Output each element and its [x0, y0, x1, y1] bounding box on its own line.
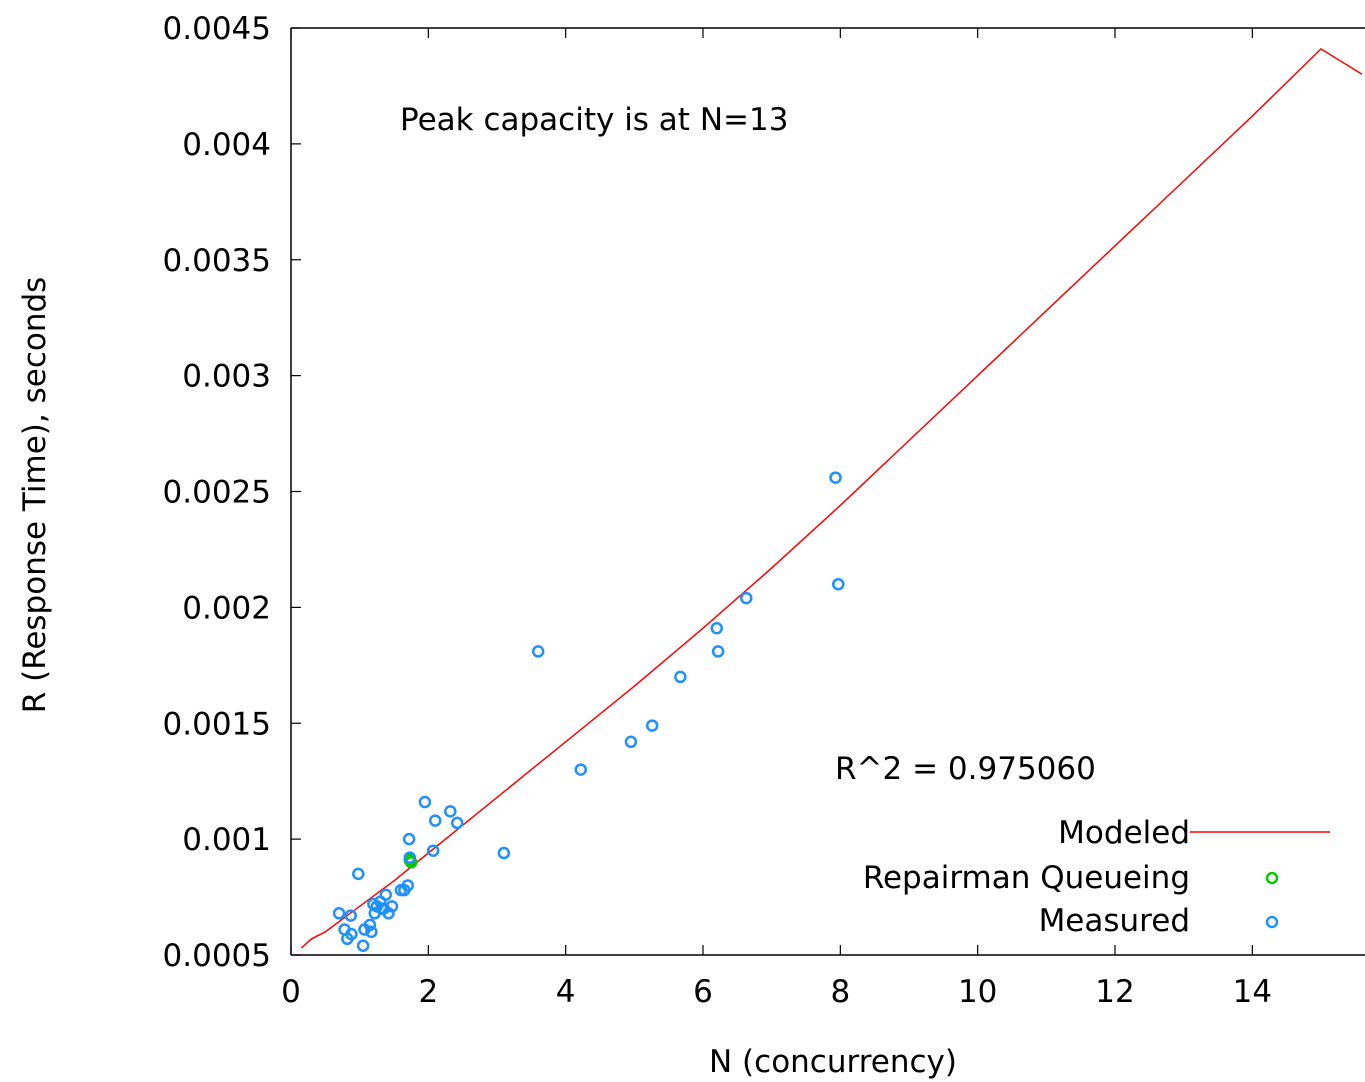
y-tick-label: 0.002	[182, 590, 271, 626]
r-squared-annotation: R^2 = 0.975060	[835, 751, 1096, 787]
legend-label-measured: Measured	[1039, 903, 1190, 939]
measured-point	[624, 735, 638, 749]
x-tick-label: 0	[281, 974, 301, 1010]
peak-capacity-annotation: Peak capacity is at N=13	[400, 102, 788, 138]
measured-point	[674, 670, 687, 684]
measured-point	[450, 816, 464, 830]
legend-swatch-repairman-queueing	[1265, 871, 1279, 885]
legend: Modeled Repairman Queueing Measured	[863, 815, 1330, 939]
y-tick-label: 0.004	[182, 127, 271, 163]
y-tick-label: 0.0035	[163, 243, 271, 279]
x-axis-title: N (concurrency)	[709, 1044, 957, 1080]
x-tick-label: 10	[958, 974, 997, 1010]
legend-label-repairman-queueing: Repairman Queueing	[863, 860, 1190, 896]
point-series	[332, 471, 845, 952]
measured-point	[740, 591, 753, 605]
measured-point	[574, 763, 588, 776]
y-tick-label: 0.0005	[163, 938, 271, 974]
measured-point	[379, 888, 393, 901]
measured-point	[365, 925, 378, 939]
measured-point	[344, 909, 357, 922]
x-tick-label: 8	[830, 974, 850, 1010]
measured-point	[832, 577, 845, 591]
measured-point	[356, 939, 370, 952]
measured-point	[531, 645, 545, 658]
y-tick-label: 0.003	[182, 359, 271, 395]
legend-label-modeled: Modeled	[1058, 815, 1190, 851]
modeled-line	[300, 47, 1363, 949]
measured-point	[497, 846, 511, 860]
axis-ticks: 0 2 4 6 8 10 12 14 0.0005 0.001 0.0015 0.002 0.0025 0…	[163, 11, 1273, 1010]
measured-point	[710, 621, 723, 635]
measured-point	[385, 900, 399, 913]
y-tick-label: 0.0025	[163, 475, 271, 511]
modeled-series	[300, 47, 1363, 949]
y-tick-label: 0.0045	[163, 11, 271, 47]
measured-point	[426, 844, 440, 857]
x-tick-label: 6	[693, 974, 713, 1010]
measured-point	[401, 879, 414, 892]
measured-point	[402, 832, 416, 846]
measured-point	[418, 795, 432, 809]
legend-swatch-measured	[1265, 915, 1279, 929]
measured-point	[352, 867, 365, 881]
measured-point	[711, 645, 725, 658]
measured-point	[332, 907, 346, 920]
x-tick-label: 2	[418, 974, 438, 1010]
y-axis-title: R (Response Time), seconds	[17, 277, 53, 714]
y-tick-label: 0.0015	[163, 706, 271, 742]
measured-point	[345, 927, 358, 941]
x-tick-label: 12	[1095, 974, 1134, 1010]
x-tick-label: 14	[1233, 974, 1272, 1010]
measured-point	[363, 918, 377, 932]
measured-point	[403, 851, 417, 864]
y-tick-label: 0.001	[182, 822, 271, 858]
measured-point	[444, 805, 457, 818]
measured-point	[645, 719, 659, 732]
measured-point	[428, 814, 442, 827]
measured-point	[829, 471, 842, 484]
x-tick-label: 4	[556, 974, 576, 1010]
